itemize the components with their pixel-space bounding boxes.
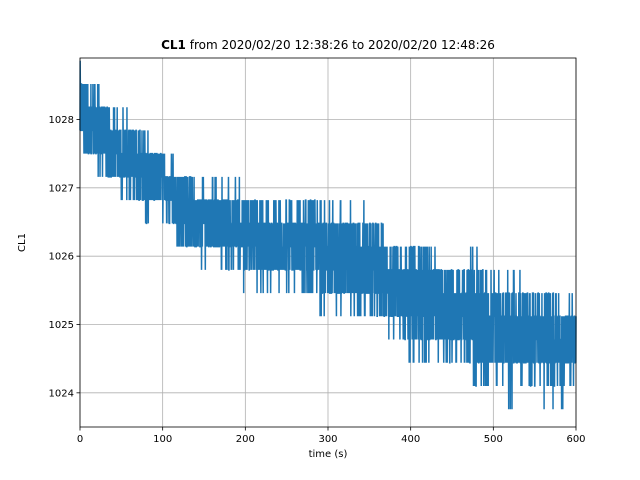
x-tick-label: 500: [484, 434, 503, 445]
series-line: [79, 60, 577, 410]
chart-title: CL1 from 2020/02/20 12:38:26 to 2020/02/…: [161, 38, 495, 52]
chart-title-rest: from 2020/02/20 12:38:26 to 2020/02/20 1…: [186, 38, 495, 52]
y-tick-label: 1028: [49, 115, 74, 126]
y-axis-label: CL1: [17, 233, 28, 252]
y-tick-label: 1026: [49, 252, 74, 263]
y-tick-label: 1027: [49, 183, 74, 194]
y-axis-ticks: 1024 1025 1026 1027 1028: [49, 115, 80, 399]
y-tick-label: 1024: [49, 388, 74, 399]
x-tick-label: 600: [566, 434, 585, 445]
x-axis-label: time (s): [309, 449, 348, 460]
series-cl1: [79, 60, 577, 410]
x-axis-ticks: 0 100 200 300 400 500 600: [77, 427, 586, 445]
x-tick-label: 300: [318, 434, 337, 445]
x-tick-label: 200: [236, 434, 255, 445]
x-tick-label: 100: [153, 434, 172, 445]
y-tick-label: 1025: [49, 320, 74, 331]
x-tick-label: 400: [401, 434, 420, 445]
x-tick-label: 0: [77, 434, 83, 445]
chart-title-bold: CL1: [161, 38, 186, 52]
